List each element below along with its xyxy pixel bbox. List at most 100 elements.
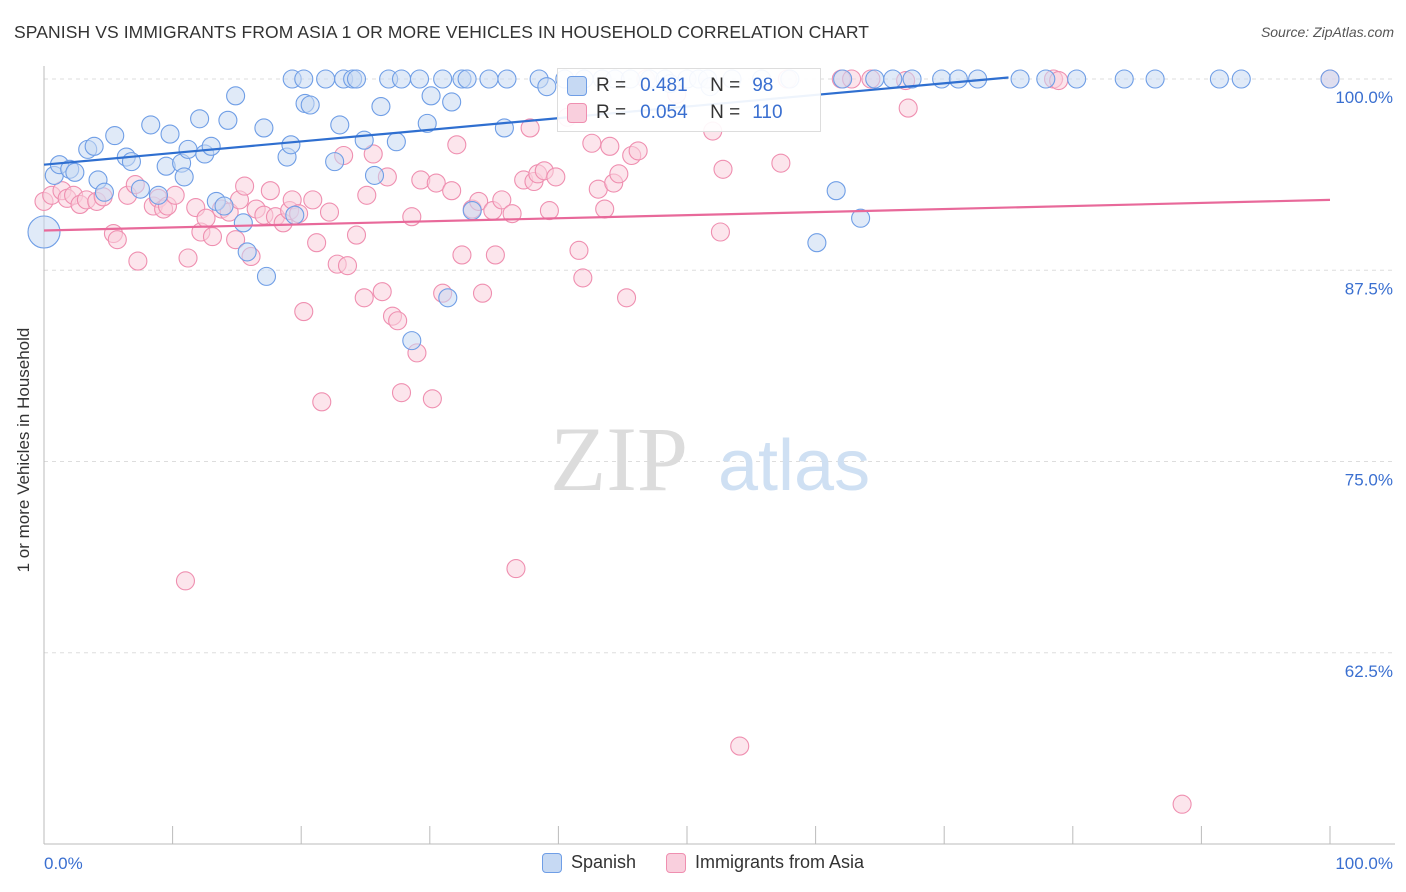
stat-r-value: 0.481: [640, 75, 688, 96]
watermark: ZIP atlas: [550, 408, 870, 510]
point-spanish: [851, 208, 871, 228]
trend-line-spanish: [43, 76, 1009, 166]
point-spanish: [316, 69, 336, 89]
point-asia: [363, 144, 383, 164]
point-spanish: [462, 201, 482, 221]
point-spanish: [294, 69, 314, 89]
point-spanish: [833, 69, 853, 89]
point-asia: [546, 167, 566, 187]
point-spanish: [883, 69, 903, 89]
point-asia: [595, 199, 615, 219]
watermark-atlas: atlas: [718, 426, 870, 506]
point-spanish: [141, 115, 161, 135]
point-asia: [175, 571, 196, 591]
point-spanish: [457, 69, 477, 89]
point-asia: [260, 181, 280, 201]
point-spanish: [409, 69, 430, 89]
stat-swatch-asia: [567, 103, 587, 123]
series-immigrants-from-asia: [34, 69, 1340, 814]
point-asia: [771, 153, 791, 173]
point-spanish: [479, 69, 499, 89]
point-asia: [372, 282, 392, 302]
point-asia: [357, 185, 377, 205]
trend-lines: [43, 76, 1331, 232]
y-axis-label: 1 or more Vehicles in Household: [14, 327, 33, 573]
point-asia: [402, 207, 422, 227]
point-spanish: [130, 179, 150, 199]
point-spanish: [902, 69, 922, 89]
trend-line-asia: [43, 198, 1331, 232]
point-spanish: [354, 130, 374, 150]
point-asia: [628, 141, 648, 161]
point-asia: [609, 164, 629, 184]
y-tick-label: 100.0%: [1335, 88, 1393, 107]
stat-n-value: 98: [752, 75, 774, 96]
point-asia: [303, 190, 323, 210]
point-spanish: [27, 215, 61, 249]
point-spanish: [226, 86, 246, 106]
point-spanish: [281, 135, 301, 155]
point-asia: [617, 288, 637, 308]
point-spanish: [218, 110, 238, 130]
point-spanish: [865, 69, 885, 89]
stat-n-label: N =: [710, 75, 741, 96]
stat-n-value: 110: [752, 102, 783, 123]
point-asia: [1172, 794, 1192, 814]
x-tick-label: 0.0%: [44, 854, 83, 873]
point-spanish: [156, 156, 176, 176]
point-asia: [411, 170, 431, 190]
point-spanish: [371, 96, 391, 117]
point-spanish: [402, 331, 422, 351]
point-spanish: [178, 139, 198, 159]
y-axis-label-wrap: 1 or more Vehicles in Household: [4, 300, 44, 600]
point-spanish: [330, 115, 350, 135]
point-asia: [485, 245, 505, 265]
point-asia: [388, 311, 408, 331]
point-spanish: [497, 69, 517, 89]
point-spanish: [174, 167, 194, 187]
point-spanish: [417, 113, 437, 133]
point-spanish: [1067, 69, 1087, 89]
legend-item-spanish[interactable]: Spanish: [541, 852, 636, 873]
point-asia: [294, 302, 314, 322]
point-asia: [442, 181, 462, 201]
legend-label-asia: Immigrants from Asia: [695, 852, 865, 872]
point-asia: [520, 118, 540, 138]
point-spanish: [438, 288, 458, 308]
stat-r-label: R =: [596, 102, 627, 123]
point-asia: [492, 190, 512, 210]
point-spanish: [932, 69, 952, 89]
point-asia: [452, 245, 472, 265]
point-asia: [472, 283, 493, 303]
point-spanish: [160, 124, 180, 144]
legend: Spanish Immigrants from Asia: [0, 852, 1406, 873]
stats-box: R = 0.481 N = 98 R = 0.054 N = 110: [557, 68, 821, 132]
point-spanish: [1036, 69, 1056, 89]
point-spanish: [1231, 69, 1251, 89]
point-asia: [107, 230, 127, 250]
stat-row-asia: R = 0.054 N = 110: [567, 100, 783, 126]
stat-swatch-spanish: [567, 76, 587, 96]
tick-labels: 100.0% 87.5% 75.0% 62.5% 0.0% 100.0%: [44, 88, 1393, 873]
watermark-zip: ZIP: [550, 408, 688, 510]
legend-item-asia[interactable]: Immigrants from Asia: [666, 852, 864, 873]
point-asia: [447, 135, 467, 155]
point-spanish: [1010, 69, 1030, 89]
point-spanish: [201, 136, 221, 156]
point-asia: [196, 208, 216, 228]
point-spanish: [391, 69, 412, 89]
point-spanish: [148, 185, 169, 205]
point-spanish: [442, 92, 462, 112]
y-tick-label: 75.0%: [1345, 471, 1393, 490]
point-spanish: [807, 233, 827, 253]
point-spanish: [254, 118, 274, 138]
point-asia: [730, 736, 750, 756]
y-tick-label: 62.5%: [1345, 662, 1393, 681]
point-spanish: [214, 196, 234, 216]
point-asia: [354, 288, 374, 308]
chart-title: SPANISH VS IMMIGRANTS FROM ASIA 1 OR MOR…: [14, 22, 870, 42]
point-asia: [128, 251, 148, 271]
point-spanish: [1114, 69, 1134, 89]
stat-r-label: R =: [596, 75, 627, 96]
